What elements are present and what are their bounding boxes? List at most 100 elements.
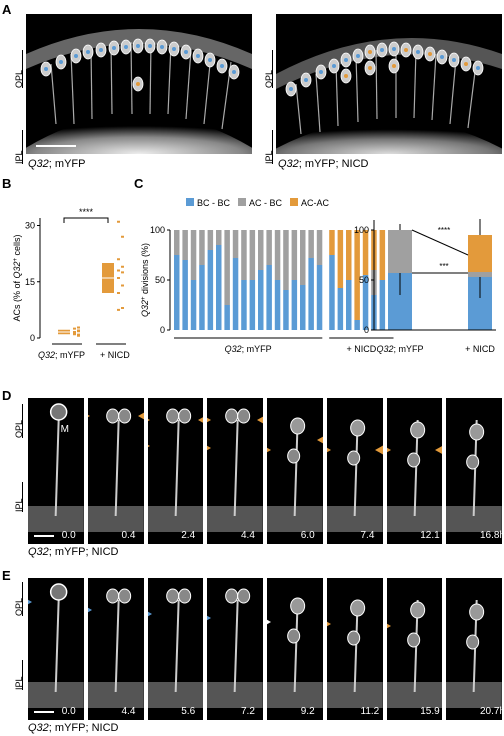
cell-process [233, 599, 239, 693]
cell-body [225, 408, 239, 424]
legend-swatch [238, 198, 246, 206]
arrowhead-icon [207, 445, 212, 451]
bar-segment [174, 230, 180, 255]
arrowhead-icon [326, 621, 331, 627]
bar-segment [241, 230, 247, 280]
bar-segment [362, 275, 369, 330]
legend-label: AC-AC [301, 198, 330, 208]
cell-body [237, 588, 251, 604]
layer-tick [272, 50, 273, 88]
data-point [121, 284, 124, 287]
timelapse-frame [87, 578, 144, 720]
cell-body [237, 408, 251, 424]
bar-segment [216, 245, 222, 330]
y-tick-label: 50 [155, 275, 165, 285]
bar-segment [182, 230, 188, 260]
arrowhead-icon [137, 412, 144, 420]
arrowhead-icon [87, 607, 92, 613]
timelapse-frame: M [28, 398, 84, 544]
panel-letter-e: E [2, 568, 11, 583]
panel-letter-a: A [2, 2, 12, 17]
timepoint-label: 11.2 [360, 706, 380, 717]
cell-body [287, 628, 301, 644]
bar-segment [291, 280, 298, 330]
data-point [77, 326, 80, 329]
arrowhead-icon [207, 615, 212, 621]
stacked-bar-segment [468, 235, 492, 272]
y-tick-label: 100 [354, 225, 369, 235]
y-tick-label: 15 [25, 277, 35, 287]
data-point [73, 333, 76, 336]
category-label-nicd: + NICD [465, 344, 495, 354]
bar-segment [232, 258, 239, 330]
arrowhead-icon [147, 444, 150, 448]
stacked-bar-segment [468, 272, 492, 277]
bar-segment [379, 280, 386, 330]
bar-segment [362, 230, 369, 275]
timepoint-label: 15.9 [420, 706, 440, 717]
cell-body [346, 630, 360, 646]
bar-segment [190, 280, 197, 330]
legend-label: BC - BC [197, 198, 231, 208]
arrowhead-icon [147, 418, 150, 422]
cell-process [293, 419, 299, 517]
timepoint-label: 20.7h [480, 706, 504, 717]
arrowhead-icon [257, 416, 263, 424]
timelapse-frame [326, 398, 383, 544]
timelapse-frame [326, 578, 383, 720]
y-tick-label: 100 [150, 225, 165, 235]
cell-process [293, 599, 299, 693]
cell-body [49, 583, 68, 601]
y-tick-label: 0 [30, 333, 35, 343]
data-point [117, 277, 120, 279]
arrowhead-icon [207, 417, 212, 423]
bar-segment [316, 265, 323, 330]
cell-body [290, 417, 306, 435]
cell-body [105, 408, 119, 424]
bar-segment [308, 258, 314, 330]
data-point [121, 235, 124, 238]
cell-process [174, 599, 180, 693]
cell-body [406, 632, 420, 648]
group-label-nicd: + NICD [346, 344, 376, 354]
data-point [77, 329, 80, 332]
bar-segment [216, 230, 222, 245]
y-axis-label: ACs (% of Q32+ cells) [12, 234, 22, 321]
bar-segment [316, 230, 323, 265]
arrowhead-icon [147, 611, 152, 617]
category-label-control: Q32; mYFP [376, 344, 423, 354]
data-point [73, 327, 76, 330]
cell-body [469, 603, 485, 621]
bar-segment [266, 265, 272, 330]
bar-segment [258, 230, 264, 270]
timelapse-frame [207, 398, 263, 544]
bar-segment [249, 280, 256, 330]
timepoint-label: 16.8h [480, 530, 504, 541]
cell-body [117, 408, 131, 424]
timepoint-label: 4.4 [121, 706, 136, 717]
data-point [117, 220, 120, 223]
arrowhead-icon [28, 599, 32, 605]
bar-segment [232, 230, 239, 258]
y-tick-label: 30 [25, 221, 35, 231]
bar-segment [291, 230, 298, 280]
bar-segment [182, 260, 188, 330]
cell-process [54, 599, 60, 693]
cell-body [177, 588, 191, 604]
arrowhead-icon [374, 445, 383, 455]
timepoint-label: 6.0 [300, 530, 315, 541]
bar-segment [300, 230, 306, 285]
y-axis-label: Q32+ divisions (%) [140, 243, 150, 317]
cell-process [114, 419, 120, 517]
cell-body [406, 452, 420, 468]
significance-label: **** [438, 226, 450, 235]
cell-process [54, 419, 60, 517]
bar-segment [266, 230, 272, 265]
bar-segment [337, 230, 344, 288]
layer-tick [22, 482, 23, 512]
cell-body [466, 454, 480, 470]
cell-body [165, 408, 179, 424]
bar-segment [207, 250, 214, 330]
arrowhead-icon [326, 447, 331, 453]
cell-body [225, 588, 239, 604]
